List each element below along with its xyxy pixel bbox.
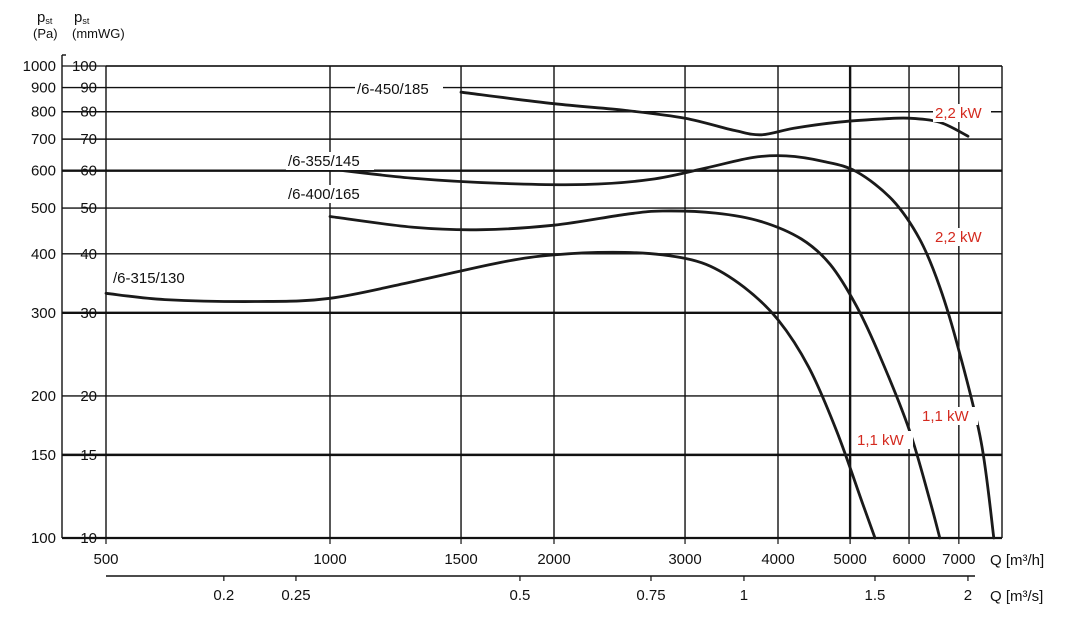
x-tick-label-m3h-4000: 4000	[761, 551, 794, 568]
labels: 100 10 150 15 200 20 300 30 400 40 500 50 600 60 700 70…	[23, 9, 1045, 605]
x-tick-label-m3s-0.75: 0.75	[636, 587, 665, 604]
y-axis-unit-pa: (Pa)	[33, 26, 58, 41]
curve-6-450-185	[459, 90, 970, 138]
y-tick-pa-150: 150	[31, 447, 56, 464]
y-tick-pa-200: 200	[31, 388, 56, 405]
curve-6-315-130	[104, 250, 877, 540]
y-tick-pa-1000: 1000	[23, 58, 56, 75]
x-tick-label-m3h-1500: 1500	[444, 551, 477, 568]
power-label-6-315-130: 1,1 kW	[857, 432, 905, 449]
y-tick-pa-700: 700	[31, 131, 56, 148]
y-tick-pa-100: 100	[31, 530, 56, 547]
y-axis-unit-mmwg: (mmWG)	[72, 26, 125, 41]
power-label-bg-3	[855, 431, 913, 449]
curves	[104, 90, 996, 540]
y-tick-mmwg-100: 100	[72, 58, 97, 75]
series-label-bg-6-400-165	[286, 185, 374, 203]
y-tick-pa-800: 800	[31, 104, 56, 121]
y-tick-mmwg-30: 30	[80, 305, 97, 322]
curve-6-355-145	[328, 154, 996, 540]
x-tick-label-m3s-2: 2	[964, 587, 972, 604]
y-tick-mmwg-80: 80	[80, 104, 97, 121]
x-tick-label-m3s-1: 1	[740, 587, 748, 604]
x-tick-label-m3h-3000: 3000	[668, 551, 701, 568]
x-tick-label-m3s-0.5: 0.5	[510, 587, 531, 604]
series-label-6-450-185: /6-450/185	[357, 81, 429, 98]
y-tick-mmwg-90: 90	[80, 80, 97, 97]
x-axis-title-m3h: Q [m³/h]	[990, 552, 1044, 569]
series-label-6-355-145: /6-355/145	[288, 153, 360, 170]
series-label-6-315-130: /6-315/130	[113, 270, 185, 287]
y-tick-pa-300: 300	[31, 305, 56, 322]
series-label-bg-6-355-145	[286, 152, 374, 170]
x-tick-label-m3s-0.25: 0.25	[281, 587, 310, 604]
grid	[61, 54, 1003, 581]
y-tick-mmwg-60: 60	[80, 163, 97, 180]
x-tick-label-m3h-5000: 5000	[833, 551, 866, 568]
x-tick-label-m3s-1.5: 1.5	[865, 587, 886, 604]
series-label-bg-6-450-185	[355, 80, 443, 98]
x-tick-label-m3h-6000: 6000	[892, 551, 925, 568]
power-label-6-355-145: 2,2 kW	[935, 229, 983, 246]
y-tick-mmwg-10: 10	[80, 530, 97, 547]
power-label-bg-1	[933, 228, 991, 246]
y-tick-mmwg-70: 70	[80, 131, 97, 148]
x-tick-label-m3h-2000: 2000	[537, 551, 570, 568]
y-tick-pa-900: 900	[31, 80, 56, 97]
x-tick-label-m3h-7000: 7000	[942, 551, 975, 568]
series-label-bg-6-315-130	[111, 269, 199, 287]
y-tick-mmwg-15: 15	[80, 447, 97, 464]
curve-6-400-165	[328, 209, 942, 540]
y-tick-pa-600: 600	[31, 163, 56, 180]
power-label-bg-0	[933, 104, 991, 122]
y-tick-pa-500: 500	[31, 200, 56, 217]
power-label-6-450-185: 2,2 kW	[935, 105, 983, 122]
x-tick-label-m3s-0.2: 0.2	[213, 587, 234, 604]
series-label-6-400-165: /6-400/165	[288, 186, 360, 203]
y-tick-pa-400: 400	[31, 246, 56, 263]
power-label-6-400-165: 1,1 kW	[922, 408, 970, 425]
y-tick-mmwg-40: 40	[80, 246, 97, 263]
y-tick-mmwg-20: 20	[80, 388, 97, 405]
power-label-bg-2	[920, 407, 978, 425]
y-tick-mmwg-50: 50	[80, 200, 97, 217]
x-tick-label-m3h-500: 500	[93, 551, 118, 568]
x-axis-title-m3s: Q [m³/s]	[990, 588, 1043, 605]
x-tick-label-m3h-1000: 1000	[313, 551, 346, 568]
y-axis-title-pa: pst	[37, 9, 53, 26]
y-axis-title-mmwg: pst	[74, 9, 90, 26]
